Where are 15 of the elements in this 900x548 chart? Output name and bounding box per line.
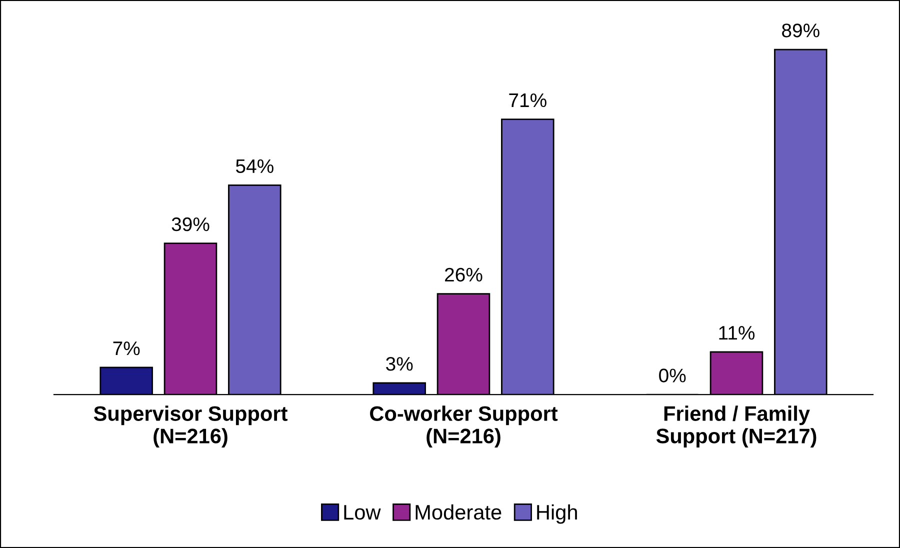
data-label: 54% [236,159,274,174]
data-label: 89% [782,24,820,38]
x-tick-label: Friend / Family Support (N=217) [656,406,816,448]
data-label: 7% [113,342,140,356]
x-tick-label: Co-worker Support (N=216) [370,406,558,448]
data-label: 71% [509,93,546,108]
data-label: 11% [719,326,755,340]
data-label: 0% [659,368,686,382]
legend-label: High [537,504,577,524]
x-tick-label: Supervisor Support (N=216) [94,406,288,448]
data-label: 39% [172,217,210,232]
legend-label: Moderate [416,504,502,520]
legend-label: Low [344,505,381,520]
data-label: 3% [386,356,413,371]
data-label: 26% [445,268,482,282]
